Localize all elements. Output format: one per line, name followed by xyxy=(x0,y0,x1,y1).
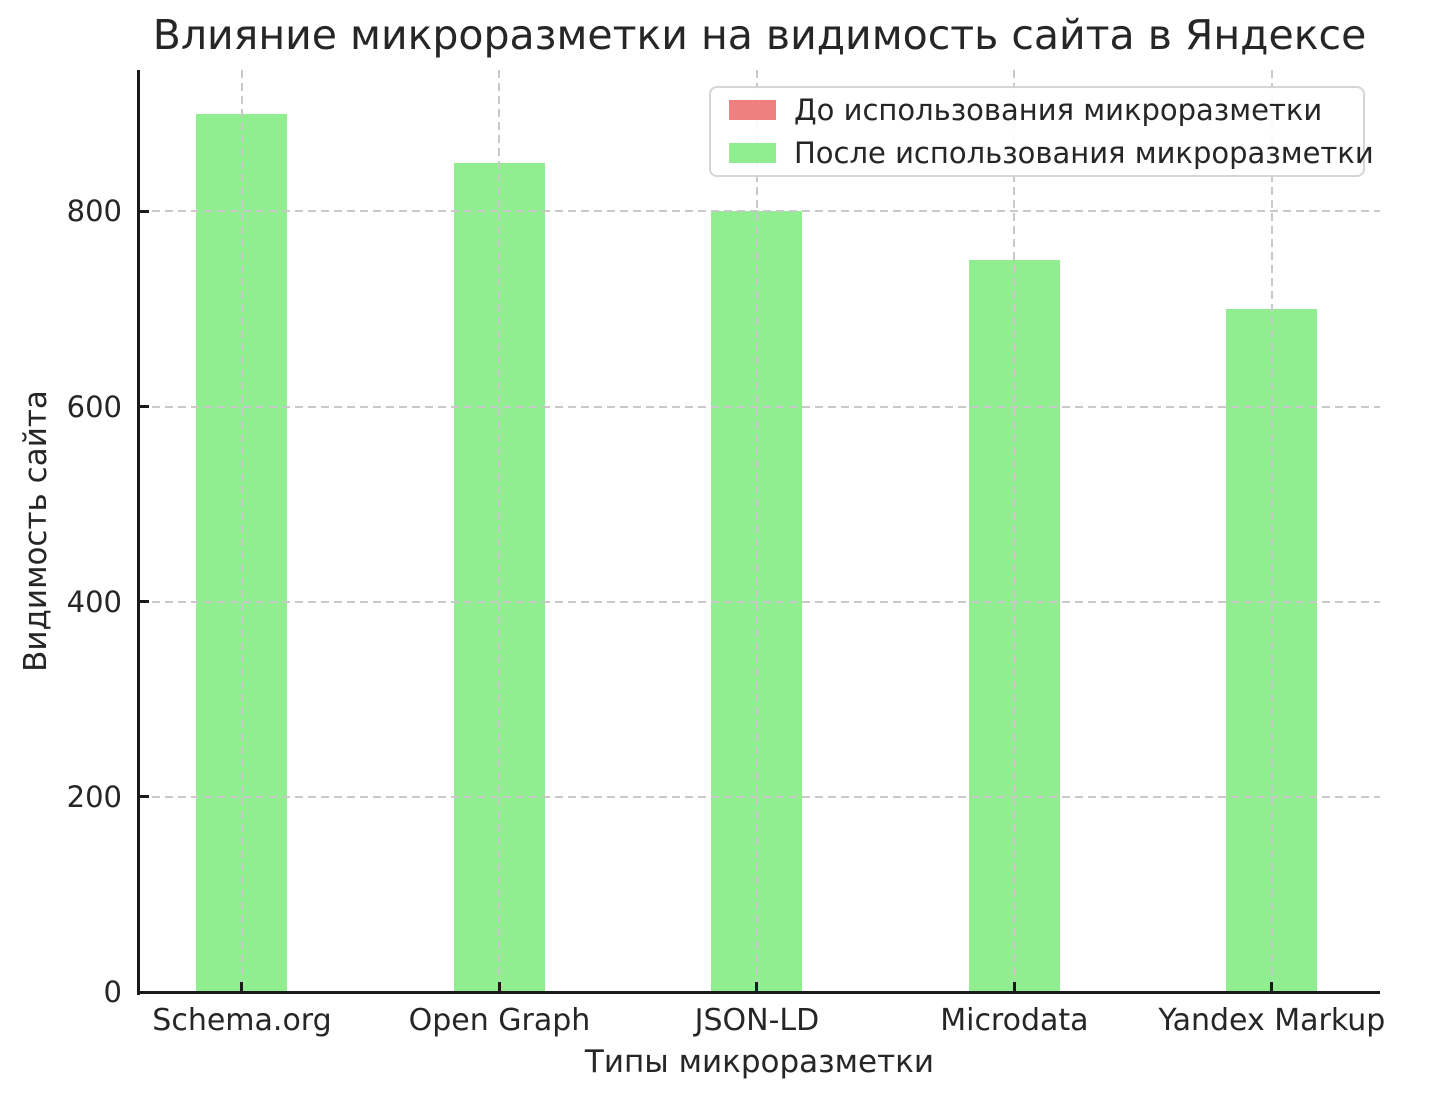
gridline-horizontal xyxy=(139,795,1380,798)
gridline-vertical xyxy=(1013,70,1016,992)
x-tick-mark xyxy=(240,982,244,992)
gridline-horizontal xyxy=(139,600,1380,603)
legend: До использования микроразметки После исп… xyxy=(709,86,1374,177)
gridline-horizontal xyxy=(139,405,1380,408)
legend-label-after: После использования микроразметки xyxy=(794,136,1374,170)
y-tick-label: 800 xyxy=(66,194,122,229)
x-tick-label: Open Graph xyxy=(408,1003,591,1038)
chart-title: Влияние микроразметки на видимость сайта… xyxy=(152,11,1367,59)
y-tick-label: 400 xyxy=(66,584,122,619)
gridline-vertical xyxy=(240,70,243,992)
y-tick-label: 0 xyxy=(103,975,122,1009)
legend-label-before: До использования микроразметки xyxy=(794,93,1323,127)
legend-swatch-before-icon xyxy=(729,100,776,120)
legend-swatch-after-icon xyxy=(729,143,776,163)
gridline-horizontal xyxy=(139,210,1380,213)
y-tick-label: 600 xyxy=(66,389,122,424)
gridline-vertical xyxy=(1270,70,1273,992)
x-tick-mark xyxy=(1270,982,1274,992)
x-tick-label: Yandex Markup xyxy=(1158,1003,1386,1038)
y-axis-spine xyxy=(137,70,140,995)
y-tick-mark xyxy=(139,209,149,213)
x-tick-mark xyxy=(755,982,759,992)
legend-item-before: До использования микроразметки xyxy=(729,93,1345,127)
x-tick-mark xyxy=(497,982,501,992)
y-tick-label: 200 xyxy=(66,779,122,814)
gridline-vertical xyxy=(755,70,758,992)
x-axis-label: Типы микроразметки xyxy=(584,1044,935,1080)
x-tick-label: Schema.org xyxy=(152,1003,332,1038)
x-axis-spine xyxy=(137,991,1380,994)
x-tick-label: Microdata xyxy=(940,1003,1089,1038)
gridline-vertical xyxy=(498,70,501,992)
x-tick-mark xyxy=(1012,982,1016,992)
x-tick-label: JSON-LD xyxy=(694,1003,820,1038)
y-tick-mark xyxy=(139,600,149,604)
y-tick-mark xyxy=(139,795,149,799)
legend-item-after: После использования микроразметки xyxy=(729,136,1374,170)
y-tick-mark xyxy=(139,405,149,409)
